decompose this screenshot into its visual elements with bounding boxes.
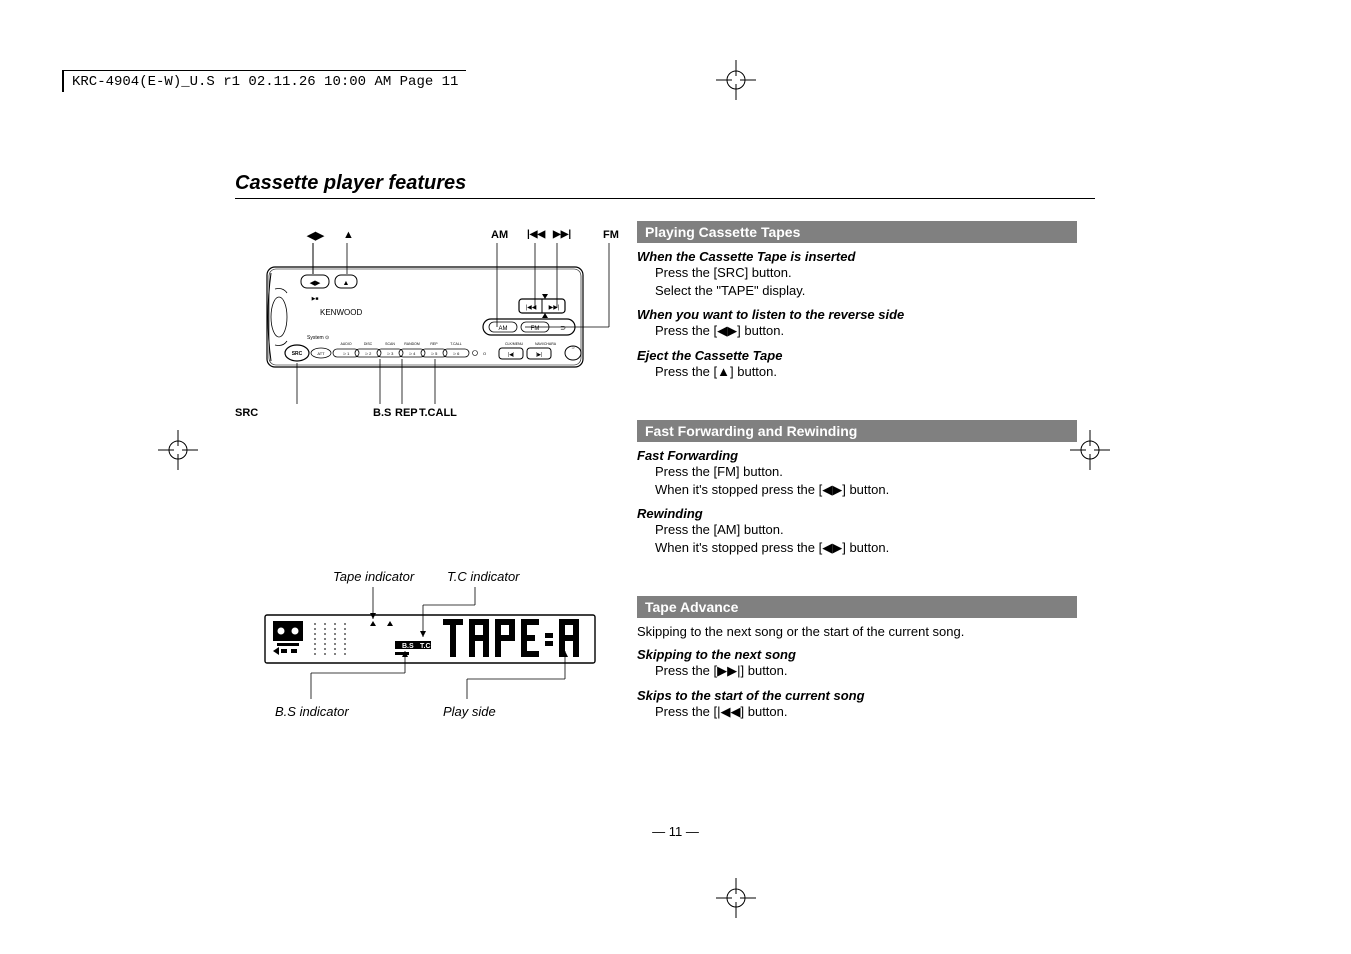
text-stop-rew: When it's stopped press the [◀▶] button. (655, 539, 1077, 557)
svg-text:B.S: B.S (402, 643, 414, 650)
svg-text:⊃: ⊃ (560, 325, 566, 332)
sub-skip-start: Skips to the start of the current song (637, 688, 1077, 703)
crop-mark-bottom (716, 878, 756, 918)
lcd-display-diagram: Tape indicator T.C indicator B.S indicat… (245, 569, 605, 729)
svg-text:◀▶: ◀▶ (310, 280, 321, 287)
svg-text:|◀◀: |◀◀ (526, 305, 537, 311)
svg-text:⊃ 4: ⊃ 4 (409, 351, 416, 356)
text-press-prev: Press the [|◀◀] button. (655, 703, 1077, 721)
print-header: KRC-4904(E-W)_U.S r1 02.11.26 10:00 AM P… (62, 70, 466, 92)
lcd-svg: B.S T.C (245, 569, 605, 724)
svg-text:ATT: ATT (317, 351, 325, 356)
sub-eject: Eject the Cassette Tape (637, 348, 1077, 363)
heading-playing: Playing Cassette Tapes (637, 221, 1077, 243)
annot-reverse: ◀▶ (307, 229, 324, 242)
svg-text:O: O (483, 351, 486, 356)
annot-am: AM (491, 229, 508, 241)
annot-rep: REP (395, 407, 418, 419)
sub-reverse: When you want to listen to the reverse s… (637, 307, 1077, 322)
annot-fm: FM (603, 229, 619, 241)
annot-prev: |◀◀ (527, 229, 545, 240)
block-playing: Playing Cassette Tapes When the Cassette… (637, 221, 1077, 380)
sub-skip-next: Skipping to the next song (637, 647, 1077, 662)
text-select-tape: Select the "TAPE" display. (655, 282, 1077, 300)
block-ffwd: Fast Forwarding and Rewinding Fast Forwa… (637, 420, 1077, 556)
svg-text:SCAN: SCAN (385, 342, 395, 346)
text-press-am: Press the [AM] button. (655, 521, 1077, 539)
svg-text:⊃ 1: ⊃ 1 (343, 351, 350, 356)
left-column: ◀▶ ▲ AM |◀◀ ▶▶| FM (235, 221, 615, 748)
label-tape-indicator: Tape indicator (333, 569, 414, 584)
section-title: Cassette player features (235, 172, 1095, 199)
sub-ffwd: Fast Forwarding (637, 448, 1077, 463)
heading-advance: Tape Advance (637, 596, 1077, 618)
text-press-next: Press the [▶▶|] button. (655, 662, 1077, 680)
svg-text:▲: ▲ (343, 280, 350, 287)
annot-bs: B.S (373, 407, 391, 419)
svg-text:REP: REP (430, 342, 438, 346)
crop-mark-left (158, 430, 198, 470)
svg-text:⊃: ⊃ (571, 345, 574, 350)
right-column: Playing Cassette Tapes When the Cassette… (637, 221, 1077, 748)
svg-text:▶■: ▶■ (312, 296, 319, 302)
annot-src: SRC (235, 407, 258, 419)
page-content: Cassette player features ◀▶ ▲ AM |◀◀ ▶▶|… (235, 172, 1095, 748)
text-press-reverse: Press the [◀▶] button. (655, 322, 1077, 340)
label-play-side: Play side (443, 704, 496, 719)
crop-mark-top (716, 60, 756, 100)
svg-text:System ⊙: System ⊙ (307, 335, 329, 341)
svg-text:RANDOM: RANDOM (404, 342, 420, 346)
svg-text:AM: AM (499, 326, 508, 332)
svg-text:⊃ 5: ⊃ 5 (431, 351, 438, 356)
svg-text:T.C: T.C (420, 643, 431, 650)
svg-text:|▶|: |▶| (536, 352, 542, 358)
text-press-src: Press the [SRC] button. (655, 264, 1077, 282)
sub-rewind: Rewinding (637, 506, 1077, 521)
page-number: — 11 — (0, 824, 1351, 839)
svg-text:⊃ 2: ⊃ 2 (365, 351, 372, 356)
svg-text:FM: FM (531, 326, 540, 332)
svg-text:▶▶|: ▶▶| (549, 305, 560, 311)
text-press-eject: Press the [▲] button. (655, 363, 1077, 381)
annot-eject: ▲ (343, 229, 354, 241)
annot-next: ▶▶| (553, 229, 571, 240)
sub-inserted: When the Cassette Tape is inserted (637, 249, 1077, 264)
svg-text:NAVI/CHARA: NAVI/CHARA (535, 342, 557, 346)
svg-text:AUDIO: AUDIO (340, 342, 351, 346)
text-stop-ffwd: When it's stopped press the [◀▶] button. (655, 481, 1077, 499)
svg-text:DISC: DISC (364, 342, 373, 346)
svg-text:|◀|: |◀| (508, 352, 514, 358)
label-tc-indicator: T.C indicator (447, 569, 520, 584)
svg-text:T.CALL: T.CALL (450, 342, 462, 346)
svg-text:⊃ 3: ⊃ 3 (387, 351, 394, 356)
svg-text:⊃ 6: ⊃ 6 (453, 351, 460, 356)
heading-ffwd: Fast Forwarding and Rewinding (637, 420, 1077, 442)
label-bs-indicator: B.S indicator (275, 704, 349, 719)
block-advance: Tape Advance Skipping to the next song o… (637, 596, 1077, 720)
svg-text:KENWOOD: KENWOOD (320, 308, 362, 317)
text-press-fm: Press the [FM] button. (655, 463, 1077, 481)
text-skip-desc: Skipping to the next song or the start o… (637, 624, 1077, 639)
annot-tcall: T.CALL (419, 407, 457, 419)
radio-faceplate-diagram: ◀▶ ▲ AM |◀◀ ▶▶| FM (235, 229, 615, 449)
svg-text:CLK/MENU: CLK/MENU (505, 342, 524, 346)
svg-text:SRC: SRC (292, 351, 303, 357)
